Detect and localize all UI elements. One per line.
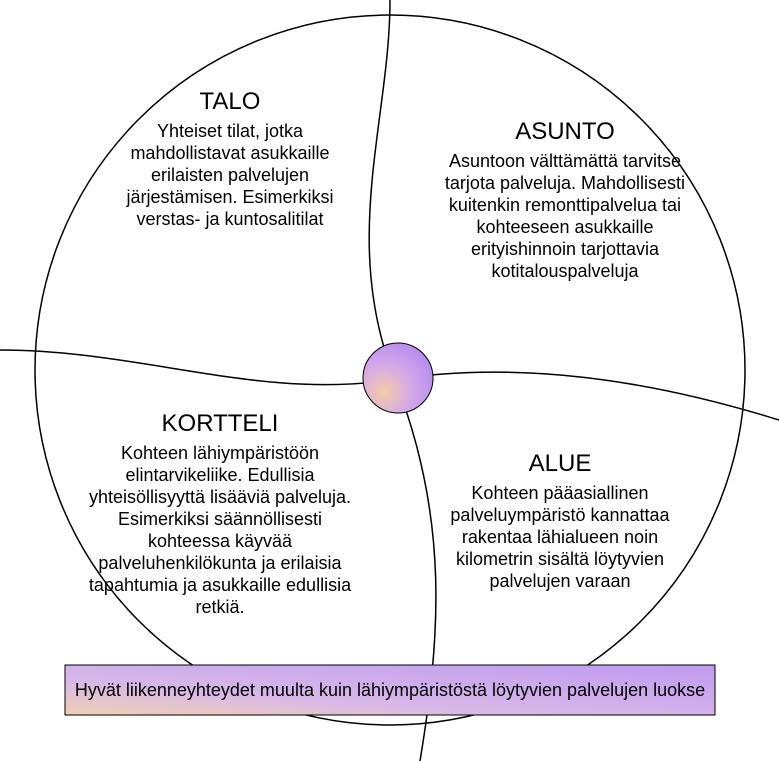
quadrant-kortteli: KORTTELI Kohteen lähiympäristöön elintar… [75,410,365,618]
quadrant-body: Kohteen pääasiallinen palveluympäristö k… [430,482,690,592]
center-dot [363,343,433,413]
quadrant-asunto: ASUNTO Asuntoon välttämättä tarvitse tar… [440,118,690,282]
footer-text: Hyvät liikenneyhteydet muulta kuin lähiy… [75,680,705,701]
quadrant-title: TALO [110,88,350,116]
quadrant-alue: ALUE Kohteen pääasiallinen palveluympäri… [430,450,690,592]
footer-box: Hyvät liikenneyhteydet muulta kuin lähiy… [65,665,715,715]
quadrant-title: ASUNTO [440,118,690,146]
quadrant-body: Yhteiset tilat, jotka mahdollistavat asu… [110,120,350,230]
quadrant-title: ALUE [430,450,690,478]
quadrant-body: Kohteen lähiympäristöön elintarvikeliike… [75,442,365,618]
quadrant-talo: TALO Yhteiset tilat, jotka mahdollistava… [110,88,350,230]
quadrant-title: KORTTELI [75,410,365,438]
quadrant-body: Asuntoon välttämättä tarvitse tarjota pa… [440,150,690,282]
